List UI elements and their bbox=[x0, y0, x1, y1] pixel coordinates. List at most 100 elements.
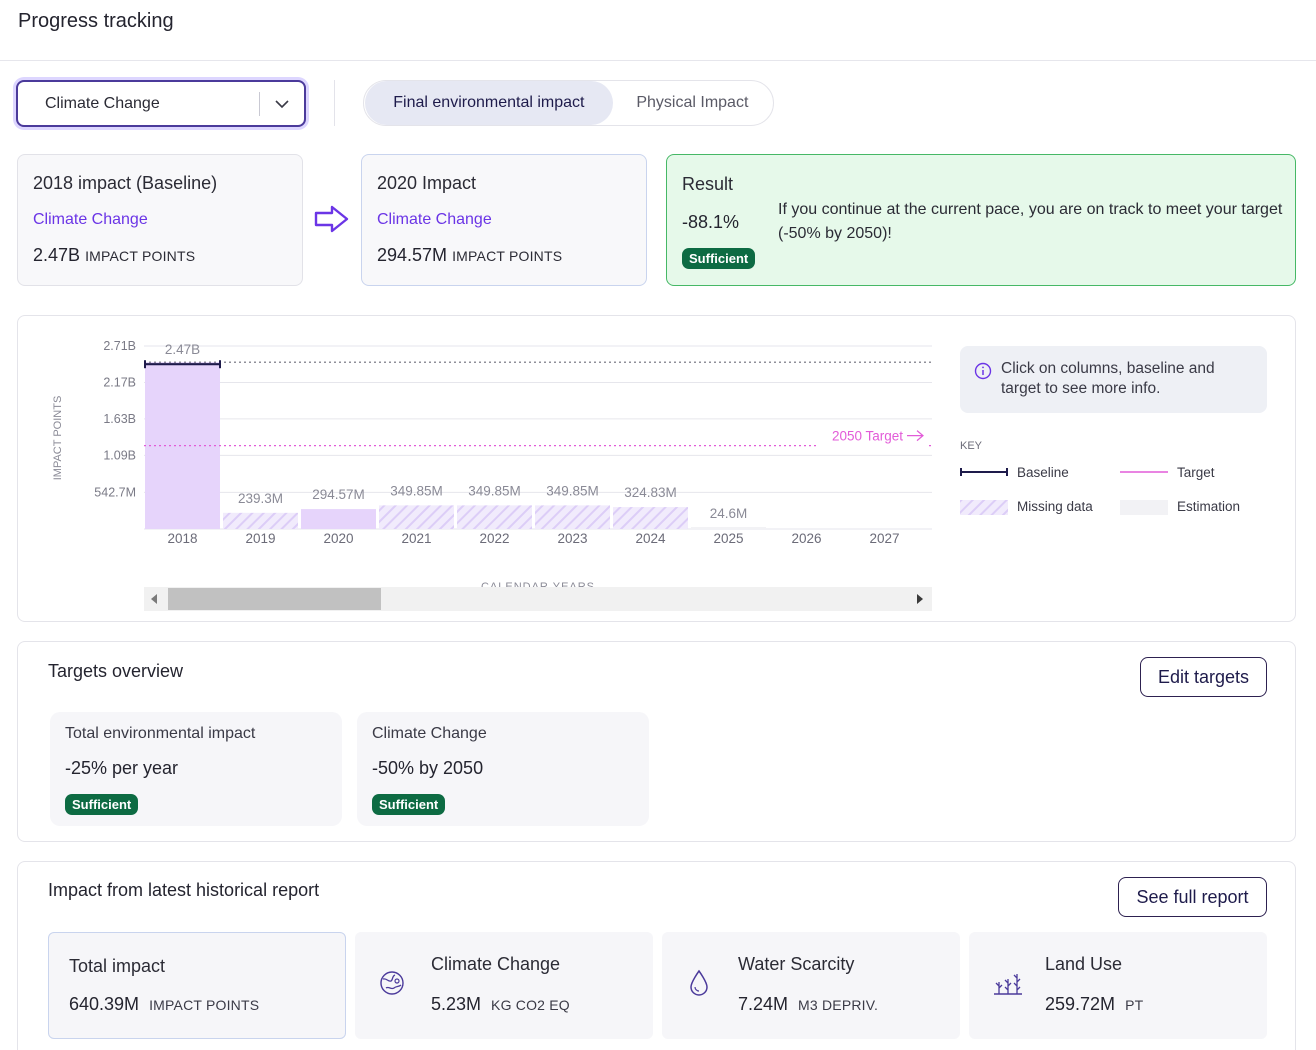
globe-icon bbox=[377, 968, 407, 1003]
data-label: 349.85M bbox=[390, 483, 443, 498]
missing-data-key-swatch bbox=[960, 500, 1008, 515]
current-card: 2020 Impact Climate Change 294.57M IMPAC… bbox=[361, 154, 647, 286]
result-card: Result -88.1% Sufficient If you continue… bbox=[666, 154, 1296, 286]
info-icon bbox=[974, 362, 992, 385]
history-card-value: 259.72M bbox=[1045, 994, 1116, 1014]
historical-report-title: Impact from latest historical report bbox=[48, 880, 320, 900]
chart-bar-2018[interactable] bbox=[145, 362, 220, 529]
chart-bar-2021[interactable] bbox=[379, 505, 454, 529]
target-label-bg bbox=[816, 431, 928, 448]
result-percent: -88.1% bbox=[682, 212, 740, 232]
y-tick-label: 2.71B bbox=[103, 339, 136, 353]
chart-bar-2020[interactable] bbox=[301, 509, 376, 529]
header-divider bbox=[0, 60, 1316, 61]
historical-report-panel: Impact from latest historical report See… bbox=[17, 861, 1296, 1050]
result-title: Result bbox=[682, 174, 734, 194]
chart-bar-2019[interactable] bbox=[223, 512, 298, 529]
controls-separator bbox=[334, 80, 335, 126]
status-badge: Sufficient bbox=[682, 248, 756, 269]
impact-type-toggle: Final environmental impact Physical Impa… bbox=[363, 80, 774, 126]
chart-bar-2025[interactable] bbox=[691, 527, 766, 529]
data-label: 349.85M bbox=[546, 483, 599, 498]
chart-info-box: Click on columns, baseline and target to… bbox=[960, 346, 1267, 413]
current-title: 2020 Impact bbox=[377, 173, 477, 193]
scroll-left-icon[interactable] bbox=[151, 594, 157, 604]
result-message: If you continue at the current pace, you… bbox=[778, 201, 1283, 242]
history-card-land-use[interactable]: Land Use 259.72M PT bbox=[969, 932, 1267, 1039]
key-target: Target bbox=[1177, 465, 1215, 480]
select-divider bbox=[259, 91, 260, 116]
status-badge: Sufficient bbox=[65, 794, 139, 815]
target-card-climate-change: Climate Change -50% by 2050 Sufficient bbox=[357, 712, 649, 826]
x-tick-label: 2018 bbox=[167, 531, 197, 546]
target-label: 2050 Target bbox=[832, 429, 903, 444]
data-label: 2.47B bbox=[165, 342, 200, 357]
history-card-name: Climate Change bbox=[431, 954, 561, 974]
history-card-name: Land Use bbox=[1045, 954, 1123, 974]
arrow-right-icon bbox=[313, 204, 351, 239]
data-label: 324.83M bbox=[624, 485, 677, 500]
impact-chart-panel: 2.71B 2.17B 1.63B 1.09B 542.7M IMPACT POINTS C… bbox=[17, 315, 1296, 622]
history-card-climate-change[interactable]: Climate Change 5.23M KG CO2 EQ bbox=[355, 932, 653, 1039]
baseline-value-row: 2.47B IMPACT POINTS bbox=[33, 245, 195, 266]
targets-overview-panel: Targets overview Edit targets Total envi… bbox=[17, 641, 1296, 842]
chart-bar-2023[interactable] bbox=[535, 505, 610, 529]
history-card-unit: PT bbox=[1125, 997, 1144, 1013]
history-card-value: 640.39M bbox=[69, 994, 140, 1014]
history-card-total[interactable]: Total impact 640.39M IMPACT POINTS bbox=[48, 932, 346, 1039]
history-card-unit: IMPACT POINTS bbox=[149, 997, 260, 1013]
key-estimation: Estimation bbox=[1177, 499, 1241, 514]
x-tick-label: 2026 bbox=[791, 531, 821, 546]
chevron-down-icon[interactable] bbox=[260, 99, 304, 109]
current-value-row: 294.57M IMPACT POINTS bbox=[377, 245, 562, 266]
target-name: Total environmental impact bbox=[65, 725, 256, 742]
data-label: 349.85M bbox=[468, 483, 521, 498]
history-card-value: 7.24M bbox=[738, 994, 789, 1014]
target-goal: -50% by 2050 bbox=[372, 758, 484, 778]
baseline-value: 2.47B bbox=[33, 245, 81, 265]
category-select[interactable]: Climate Change bbox=[16, 80, 306, 127]
y-tick-label: 1.63B bbox=[103, 412, 136, 426]
chart-key-title: KEY bbox=[960, 440, 983, 452]
history-card-value-row: 5.23M KG CO2 EQ bbox=[431, 994, 570, 1015]
x-tick-label: 2024 bbox=[635, 531, 666, 546]
chart-scrollbar-thumb[interactable] bbox=[168, 588, 381, 610]
water-drop-icon bbox=[684, 968, 714, 1003]
scroll-right-icon[interactable] bbox=[917, 594, 923, 604]
key-missing-data: Missing data bbox=[1017, 499, 1093, 514]
baseline-key-swatch bbox=[960, 468, 1008, 476]
target-goal: -25% per year bbox=[65, 758, 179, 778]
x-tick-label: 2022 bbox=[479, 531, 509, 546]
history-card-name: Total impact bbox=[69, 956, 166, 976]
tab-final-environmental-impact[interactable]: Final environmental impact bbox=[365, 81, 613, 125]
x-tick-label: 2019 bbox=[245, 531, 275, 546]
tab-physical-impact[interactable]: Physical Impact bbox=[636, 94, 749, 111]
history-card-water-scarcity[interactable]: Water Scarcity 7.24M M3 DEPRIV. bbox=[662, 932, 960, 1039]
baseline-category: Climate Change bbox=[33, 211, 148, 228]
x-tick-label: 2023 bbox=[557, 531, 587, 546]
chart-info-text: Click on columns, baseline and target to… bbox=[1001, 360, 1215, 397]
data-label: 239.3M bbox=[238, 491, 283, 506]
history-card-unit: M3 DEPRIV. bbox=[798, 997, 879, 1013]
current-value: 294.57M bbox=[377, 245, 448, 265]
current-category: Climate Change bbox=[377, 211, 492, 228]
status-badge: Sufficient bbox=[372, 794, 446, 815]
target-card-total: Total environmental impact -25% per year… bbox=[50, 712, 342, 826]
category-select-value: Climate Change bbox=[45, 94, 160, 112]
history-card-unit: KG CO2 EQ bbox=[491, 997, 570, 1013]
history-card-value-row: 7.24M M3 DEPRIV. bbox=[738, 994, 878, 1015]
y-tick-label: 1.09B bbox=[103, 448, 136, 462]
target-name: Climate Change bbox=[372, 725, 487, 742]
baseline-unit: IMPACT POINTS bbox=[85, 248, 196, 264]
baseline-card: 2018 impact (Baseline) Climate Change 2.… bbox=[17, 154, 303, 286]
chart-bar-2024[interactable] bbox=[613, 507, 688, 529]
plants-icon bbox=[991, 968, 1025, 1003]
key-baseline: Baseline bbox=[1017, 465, 1069, 480]
history-card-name: Water Scarcity bbox=[738, 954, 855, 974]
x-tick-label: 2027 bbox=[869, 531, 899, 546]
baseline-title: 2018 impact (Baseline) bbox=[33, 173, 218, 193]
see-full-report-button[interactable]: See full report bbox=[1118, 877, 1267, 917]
edit-targets-button[interactable]: Edit targets bbox=[1140, 657, 1267, 697]
y-tick-label: 2.17B bbox=[103, 375, 136, 389]
chart-bar-2022[interactable] bbox=[457, 505, 532, 529]
